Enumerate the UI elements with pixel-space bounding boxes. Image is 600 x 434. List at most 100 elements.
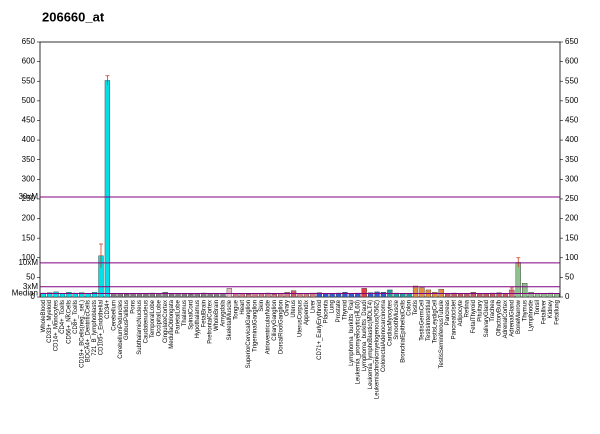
x-tick-label: TestisLeydigCell (432, 300, 438, 343)
bar (143, 293, 149, 298)
x-tick-label: Pituitary (477, 300, 483, 322)
x-tick-label: Tonsil (535, 300, 541, 315)
bar (79, 292, 85, 298)
y-tick-label: 350 (22, 155, 36, 164)
x-tick-label: OccipitalLobe (156, 299, 162, 336)
bar (213, 293, 220, 298)
x-tick-label: FetalBrain (201, 300, 207, 327)
bar (136, 293, 143, 298)
x-tick-label: Leukemia_promyelocytic(HL60) (355, 300, 361, 384)
reference-label: Median (12, 289, 38, 298)
bar (124, 294, 130, 298)
x-tick-label: Pancreas (445, 300, 451, 325)
bar (168, 293, 175, 298)
x-tick-label: Trachea (490, 299, 496, 321)
x-tick-label: Thymus (522, 300, 528, 321)
x-tick-label: Thyroid (343, 300, 349, 320)
bar (361, 288, 367, 298)
bar (252, 293, 258, 298)
x-tick-label: Cerebellum (111, 300, 117, 331)
reference-label: 30xM (18, 192, 38, 201)
bar (412, 285, 419, 298)
x-tick-label: CD4+_Tcells (60, 300, 66, 334)
y-tick-label: 250 (22, 194, 36, 203)
x-tick-label: Heart (240, 300, 246, 315)
x-tick-label: Caudatenucleus (144, 300, 150, 343)
y2-tick-label: 0 (565, 292, 570, 301)
bar (91, 292, 98, 298)
bar (278, 293, 284, 298)
x-tick-label: Fetallung (554, 300, 560, 325)
x-tick-label: ColorectalAdenocarcinoma (381, 299, 387, 372)
bar (258, 293, 265, 298)
x-tick-label: CiliaryGanglion (272, 300, 278, 341)
bar (156, 293, 162, 298)
x-tick-label: GlobusPallidus (124, 300, 130, 340)
x-tick-label: Amygdala (221, 299, 227, 326)
x-tick-label: CingulateCortex (163, 300, 169, 343)
bar (496, 292, 502, 298)
x-tick-label: Fetalliver (542, 300, 548, 324)
bar (316, 292, 322, 298)
y2-tick-label: 150 (565, 233, 579, 242)
x-tick-label: AtrioventricularNode (265, 299, 271, 354)
bar (53, 291, 59, 298)
bar (541, 293, 547, 298)
x-tick-label: 721_B_lymphoblasts (92, 300, 98, 356)
bar (483, 293, 489, 298)
bar (534, 293, 541, 298)
bar (464, 293, 470, 298)
x-tick-label: CD71+_EarlyErythroid (317, 300, 323, 360)
y-tick-label: 150 (22, 233, 36, 242)
bar (130, 293, 136, 298)
bar (220, 293, 226, 298)
y2-tick-label: 550 (565, 76, 579, 85)
x-tick-label: SpinalCord (188, 300, 194, 330)
bar (323, 293, 329, 298)
bar (400, 293, 406, 298)
x-tick-label: WholeBlood (41, 300, 47, 332)
x-tick-label: Retina (464, 299, 470, 317)
x-tick-label: SalivaryGland (484, 300, 490, 337)
x-tick-label: Hypothalamus (195, 300, 201, 338)
y-tick-label: 650 (22, 37, 36, 46)
bar (284, 292, 290, 298)
x-tick-label: Colon (407, 300, 413, 316)
bar (175, 293, 181, 298)
bar (406, 293, 412, 298)
y-tick-label: 450 (22, 116, 36, 125)
x-tick-label: Appendix (304, 300, 310, 325)
bar (419, 287, 425, 298)
x-tick-label: BoneMarrow (516, 299, 522, 334)
x-tick-label: CD19+_BCells(neg._sel.) (79, 300, 85, 368)
x-tick-label: CD33+_Myeloid (47, 300, 53, 343)
chart-title: 206660_at (42, 9, 105, 24)
y2-tick-label: 600 (565, 57, 579, 66)
bar (66, 292, 72, 298)
x-tick-label: TestisGermCell (420, 300, 426, 341)
bar (502, 293, 509, 298)
bar (528, 292, 534, 298)
x-tick-label: FetalThyroid (471, 300, 477, 333)
x-tick-label: ParietalLobe (176, 299, 182, 333)
x-tick-label: OlfactoryBulb (497, 299, 503, 336)
x-tick-label: CD8+_Tcells (73, 300, 79, 334)
bar (85, 293, 91, 298)
bar (445, 293, 451, 298)
x-tick-label: PrefrontalCortex (208, 300, 214, 344)
x-tick-label: Leukemia_lymphoblastic(MOLT4) (368, 300, 374, 389)
x-tick-label: SubthalamicNucleus (137, 300, 143, 355)
y2-tick-label: 350 (565, 155, 579, 164)
y-tick-label: 50 (26, 272, 35, 281)
bar (342, 292, 348, 298)
y2-tick-label: 250 (565, 194, 579, 203)
x-tick-label: PancreaticIslet (452, 300, 458, 340)
y2-tick-label: 50 (565, 272, 574, 281)
x-tick-label: Leukemiachronicmyelogenous(K562) (375, 300, 381, 399)
bar (329, 293, 335, 298)
y-tick-label: 400 (22, 135, 36, 144)
bar (233, 293, 239, 298)
x-tick-label: Uterus (291, 300, 297, 318)
y-tick-label: 600 (22, 57, 36, 66)
